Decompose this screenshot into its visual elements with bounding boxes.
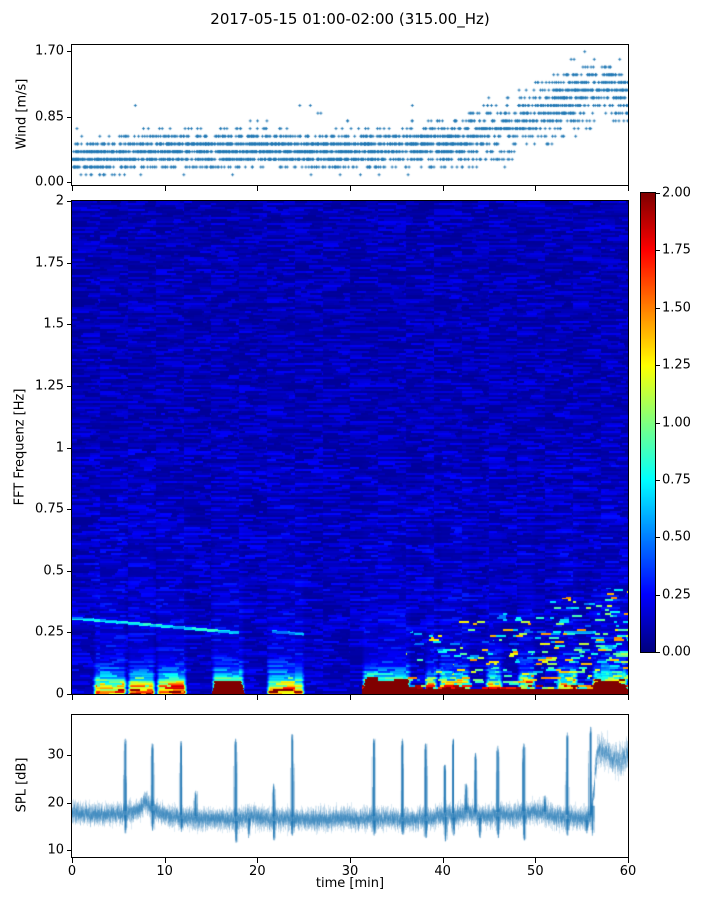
tick-mark (656, 537, 660, 538)
spectrogram-plot (71, 200, 629, 695)
tick-mark (656, 595, 660, 596)
tick-mark (67, 182, 72, 183)
tick-mark (67, 694, 72, 695)
tick-mark (72, 858, 73, 863)
y-tick-label: 1 (55, 440, 64, 455)
tick-mark (535, 186, 536, 191)
tick-mark (165, 858, 166, 863)
spectrogram-canvas (72, 201, 628, 694)
tick-mark (656, 480, 660, 481)
x-tick-label: 20 (249, 864, 266, 879)
tick-mark (67, 201, 72, 202)
tick-mark (67, 51, 72, 52)
tick-mark (656, 652, 660, 653)
y-tick-label: 1.5 (43, 316, 64, 332)
tick-mark (67, 117, 72, 118)
y-tick-label: 30 (47, 747, 64, 763)
tick-mark (656, 193, 660, 194)
colorbar-tick-label: 0.75 (662, 472, 691, 488)
x-tick-label: 0 (67, 864, 77, 879)
x-tick-label: 30 (341, 864, 359, 879)
tick-mark (443, 186, 444, 191)
spectrogram-ylabel: FFT Frequenz [Hz] (12, 388, 28, 506)
y-tick-label: 0.25 (35, 624, 64, 640)
x-axis-label: time [min] (315, 876, 385, 891)
colorbar-tick-label: 1.75 (662, 242, 691, 258)
tick-mark (67, 324, 72, 325)
colorbar-tick-label: 0.00 (662, 644, 691, 660)
tick-mark (628, 186, 629, 191)
tick-mark (165, 695, 166, 700)
tick-mark (67, 755, 72, 756)
tick-mark (67, 386, 72, 387)
tick-mark (443, 695, 444, 700)
colorbar-canvas (641, 193, 655, 652)
tick-mark (535, 858, 536, 863)
y-tick-label: 1.25 (35, 378, 64, 394)
tick-mark (72, 186, 73, 191)
y-tick-label: 0.00 (35, 174, 64, 190)
x-tick-label: 10 (156, 864, 173, 879)
tick-mark (165, 186, 166, 191)
colorbar-tick-label: 1.50 (662, 300, 691, 316)
y-tick-label: 1.75 (35, 255, 64, 271)
tick-mark (628, 858, 629, 863)
y-tick-label: 20 (47, 795, 64, 811)
colorbar (640, 192, 656, 653)
tick-mark (628, 695, 629, 700)
spl-plot (71, 714, 629, 858)
tick-mark (350, 695, 351, 700)
tick-mark (656, 250, 660, 251)
plot-title: 2017-05-15 01:00-02:00 (315.00_Hz) (210, 10, 490, 28)
tick-mark (257, 695, 258, 700)
x-tick-label: 50 (527, 864, 544, 879)
tick-mark (443, 858, 444, 863)
tick-mark (350, 858, 351, 863)
tick-mark (257, 186, 258, 191)
y-tick-label: 0.75 (35, 501, 64, 517)
y-tick-label: 10 (47, 842, 64, 858)
tick-mark (656, 423, 660, 424)
colorbar-tick-label: 0.25 (662, 587, 691, 603)
tick-mark (67, 263, 72, 264)
colorbar-tick-label: 1.25 (662, 357, 691, 373)
tick-mark (67, 850, 72, 851)
tick-mark (656, 365, 660, 366)
y-tick-label: 0.85 (35, 109, 64, 125)
x-tick-label: 40 (434, 864, 451, 879)
y-tick-label: 2 (55, 193, 64, 209)
spl-ylabel: SPL [dB] (14, 757, 30, 813)
colorbar-tick-label: 2.00 (662, 185, 691, 201)
y-tick-label: 0.5 (43, 563, 64, 579)
spl-line-canvas (72, 715, 628, 857)
tick-mark (67, 632, 72, 633)
y-tick-label: 0 (55, 686, 64, 702)
tick-mark (350, 186, 351, 191)
tick-mark (257, 858, 258, 863)
tick-mark (67, 509, 72, 510)
tick-mark (67, 571, 72, 572)
wind-scatter-canvas (72, 45, 628, 185)
x-tick-label: 60 (619, 864, 637, 879)
wind-ylabel: Wind [m/s] (14, 78, 30, 150)
wind-plot (71, 44, 629, 186)
tick-mark (72, 695, 73, 700)
colorbar-tick-label: 1.00 (662, 415, 691, 430)
tick-mark (656, 308, 660, 309)
colorbar-tick-label: 0.50 (662, 529, 691, 545)
y-tick-label: 1.70 (35, 43, 64, 59)
tick-mark (67, 803, 72, 804)
tick-mark (535, 695, 536, 700)
tick-mark (67, 448, 72, 449)
